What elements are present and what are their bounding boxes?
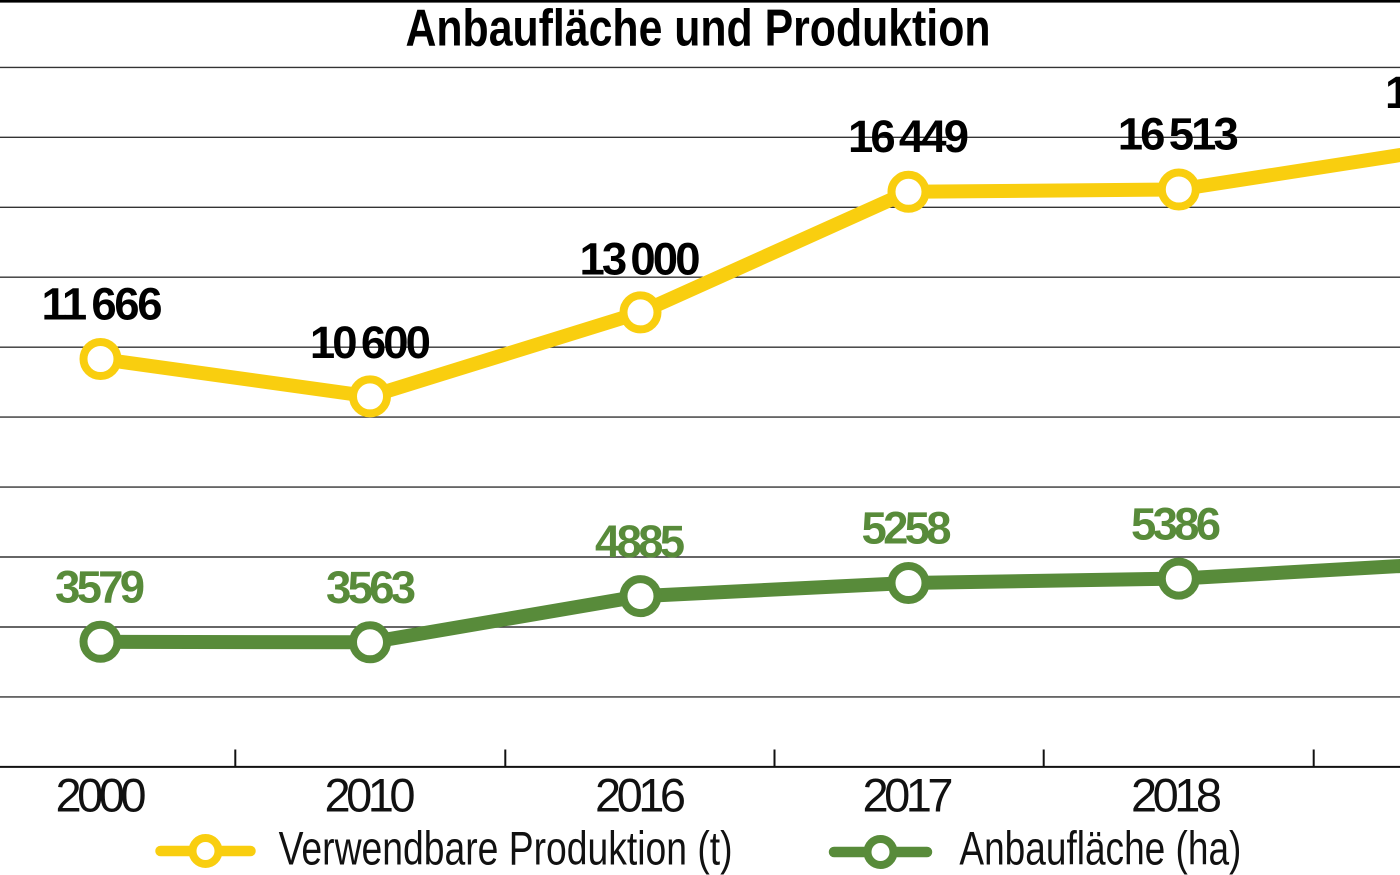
svg-text:Anbaufläche und Produktion: Anbaufläche und Produktion: [406, 0, 991, 58]
svg-text:3579: 3579: [55, 562, 145, 613]
svg-text:17 700: 17 700: [1385, 67, 1400, 118]
svg-text:13 000: 13 000: [580, 233, 701, 284]
svg-text:11 666: 11 666: [42, 279, 163, 330]
svg-text:2010: 2010: [325, 769, 416, 822]
svg-text:Anbaufläche (ha): Anbaufläche (ha): [959, 822, 1241, 875]
svg-text:10 600: 10 600: [310, 317, 431, 368]
svg-text:16 513: 16 513: [1118, 109, 1239, 160]
svg-text:Verwendbare Produktion (t): Verwendbare Produktion (t): [279, 822, 733, 875]
svg-text:4885: 4885: [595, 516, 685, 567]
svg-text:2017: 2017: [863, 769, 954, 822]
svg-text:2018: 2018: [1131, 769, 1222, 822]
svg-text:2000: 2000: [56, 769, 147, 822]
svg-text:2016: 2016: [595, 769, 686, 822]
svg-text:16 449: 16 449: [848, 111, 969, 162]
svg-text:5258: 5258: [862, 503, 952, 554]
svg-text:5386: 5386: [1131, 498, 1221, 549]
svg-text:3563: 3563: [326, 562, 416, 613]
